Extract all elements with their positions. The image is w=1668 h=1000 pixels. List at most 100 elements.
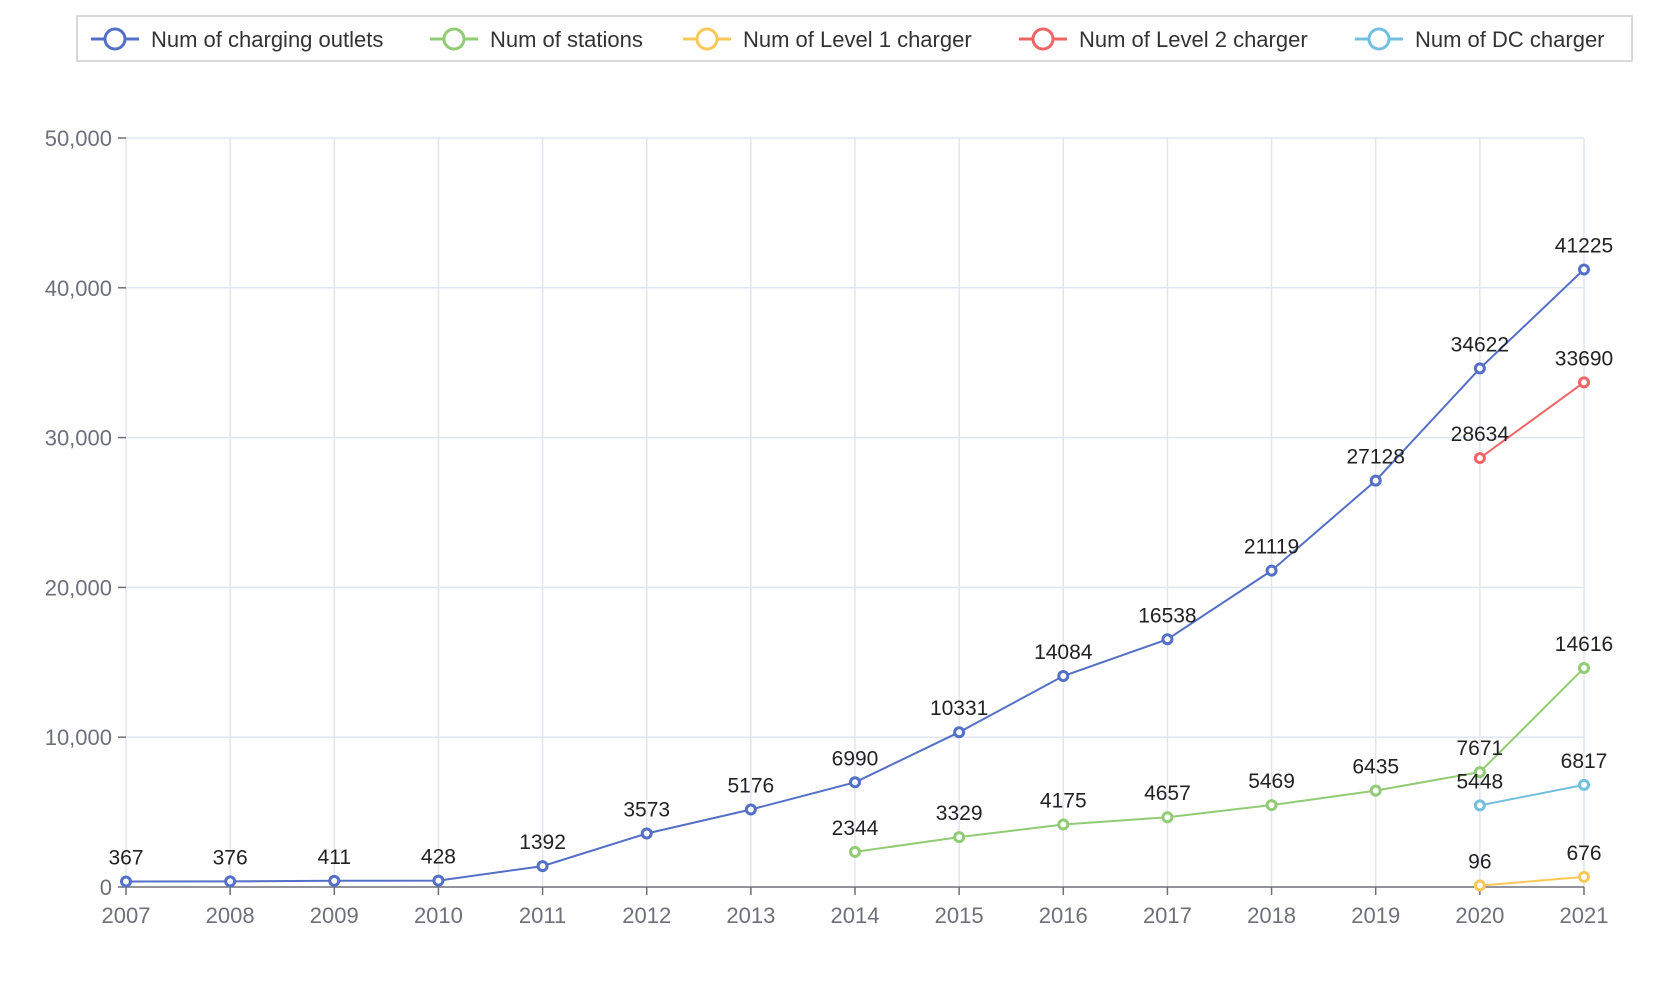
data-point-num-of-charging-outlets[interactable] [953,726,966,739]
legend-item-num-of-level-1-charger[interactable]: Num of Level 1 charger [683,27,972,52]
legend-label: Num of charging outlets [151,27,383,52]
data-point-num-of-dc-charger[interactable] [1473,799,1486,812]
legend-label: Num of stations [490,27,643,52]
data-point-num-of-stations[interactable] [1161,811,1174,824]
data-point-num-of-level-1-charger[interactable] [1578,870,1590,883]
data-point-num-of-level-2-charger[interactable] [1473,452,1486,465]
data-label-num-of-level-2-charger: 33690 [1555,347,1613,370]
data-label-num-of-charging-outlets: 10331 [930,697,988,720]
data-label-num-of-charging-outlets: 34622 [1451,333,1509,356]
legend-label: Num of DC charger [1415,27,1605,52]
y-tick-label: 30,000 [45,426,112,451]
data-label-num-of-charging-outlets: 5176 [727,774,774,797]
x-tick-label: 2020 [1455,903,1504,928]
data-point-num-of-stations[interactable] [1057,818,1070,831]
series-line-num-of-level-2-charger [1479,381,1585,459]
data-point-num-of-level-1-charger[interactable] [1473,879,1486,892]
legend-item-num-of-dc-charger[interactable]: Num of DC charger [1355,27,1605,52]
x-tick-label: 2019 [1351,903,1400,928]
data-point-num-of-charging-outlets[interactable] [640,827,653,840]
data-point-num-of-stations[interactable] [1578,662,1590,675]
grid [125,137,1585,887]
data-point-num-of-stations[interactable] [1369,784,1382,797]
legend-item-num-of-stations[interactable]: Num of stations [430,27,643,52]
x-tick-label: 2015 [935,903,984,928]
data-point-num-of-charging-outlets[interactable] [224,875,237,888]
x-tick-label: 2007 [102,903,151,928]
legend-item-num-of-level-2-charger[interactable]: Num of Level 2 charger [1019,27,1308,52]
data-label-num-of-charging-outlets: 6990 [832,747,879,770]
legend-circle-icon [103,27,127,51]
data-label-num-of-dc-charger: 6817 [1561,750,1608,773]
data-label-num-of-stations: 6435 [1352,756,1399,779]
data-point-num-of-charging-outlets[interactable] [1265,564,1278,577]
series-line-num-of-level-1-charger [1479,875,1585,887]
series-line-num-of-stations [854,667,1585,853]
data-label-num-of-stations: 4657 [1144,782,1191,805]
data-label-num-of-stations: 4175 [1040,789,1087,812]
data-label-num-of-level-1-charger: 676 [1566,842,1601,865]
data-label-num-of-charging-outlets: 411 [318,846,351,869]
data-labels: 367 376 411 428 1392 3573 5176 6990 10331 14084 16… [108,234,1613,873]
data-label-num-of-charging-outlets: 14084 [1034,641,1093,664]
data-point-num-of-charging-outlets[interactable] [120,875,132,888]
data-label-num-of-stations: 3329 [936,802,983,825]
x-tick-label: 2013 [726,903,775,928]
data-point-num-of-charging-outlets[interactable] [536,860,549,873]
data-point-num-of-charging-outlets[interactable] [849,776,861,789]
legend-circle-icon [695,27,719,51]
data-label-num-of-stations: 5469 [1248,770,1295,793]
legend-circle-icon [1031,27,1055,51]
legend-circle-icon [1367,27,1391,51]
x-tick-label: 2018 [1247,903,1296,928]
data-label-num-of-charging-outlets: 21119 [1244,536,1299,559]
legend-item-num-of-charging-outlets[interactable]: Num of charging outlets [91,27,383,52]
x-tick-label: 2017 [1143,903,1192,928]
data-point-num-of-charging-outlets[interactable] [432,874,445,887]
x-tick-label: 2014 [831,903,880,928]
data-label-num-of-charging-outlets: 27128 [1347,446,1405,469]
legend: Num of charging outlets Num of stations Nu… [76,15,1633,62]
data-label-num-of-charging-outlets: 1392 [519,831,566,854]
y-tick-label: 20,000 [45,575,112,600]
data-point-num-of-charging-outlets[interactable] [744,803,757,816]
data-label-num-of-charging-outlets: 428 [421,846,456,869]
x-tick-label: 2016 [1039,903,1088,928]
axes: 0 10,000 20,000 30,000 40,000 50,000 2007 2008 2… [45,126,1609,928]
data-label-num-of-charging-outlets: 376 [213,846,248,869]
data-point-num-of-stations[interactable] [1265,799,1278,812]
series-line-num-of-dc-charger [1479,783,1585,807]
data-point-num-of-level-2-charger[interactable] [1578,376,1590,389]
data-point-num-of-charging-outlets[interactable] [1369,474,1382,487]
x-tick-label: 2021 [1560,903,1609,928]
data-point-num-of-stations[interactable] [1473,766,1486,779]
x-tick-label: 2012 [622,903,671,928]
data-label-num-of-charging-outlets: 16538 [1138,604,1196,627]
y-tick-label: 50,000 [45,126,112,151]
data-label-num-of-charging-outlets: 41225 [1555,234,1613,257]
data-label-num-of-charging-outlets: 367 [108,847,143,870]
data-point-num-of-charging-outlets[interactable] [1057,670,1070,683]
x-tick-label: 2011 [519,903,566,928]
data-point-num-of-charging-outlets[interactable] [1578,263,1590,276]
x-tick-label: 2010 [414,903,463,928]
data-point-num-of-stations[interactable] [953,831,966,844]
y-tick-label: 40,000 [45,276,112,301]
data-label-num-of-stations: 2344 [832,817,879,840]
data-point-num-of-stations[interactable] [849,845,861,858]
legend-label: Num of Level 2 charger [1079,27,1308,52]
x-tick-label: 2009 [310,903,359,928]
data-point-num-of-charging-outlets[interactable] [328,874,341,887]
legend-circle-icon [442,27,466,51]
series-lines [120,263,1590,892]
data-point-num-of-charging-outlets[interactable] [1473,362,1486,375]
data-point-num-of-dc-charger[interactable] [1578,778,1590,791]
data-label-num-of-dc-charger: 5448 [1456,770,1503,793]
data-point-num-of-charging-outlets[interactable] [1161,633,1174,646]
x-tick-label: 2008 [206,903,255,928]
data-label-num-of-stations: 7671 [1456,737,1503,760]
y-tick-label: 10,000 [45,725,112,750]
data-label-num-of-level-1-charger: 96 [1468,851,1491,874]
